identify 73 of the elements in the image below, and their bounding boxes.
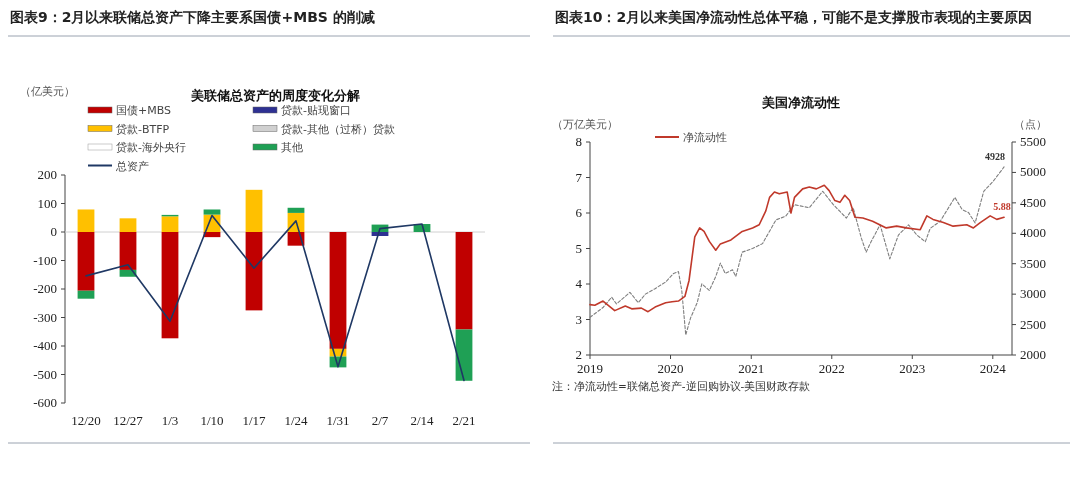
- y-axis-title: （万亿美元）: [552, 118, 618, 131]
- chart-title: 图表10：2月以来美国净流动性总体平稳，可能不是支撑股市表现的主要原因: [555, 9, 1033, 25]
- y-tick-label: -600: [33, 395, 57, 410]
- text: 注：净流动性=联储总资产-逆回购协议-美国财政存款: [552, 380, 811, 392]
- bar: [455, 232, 473, 330]
- x-tick-label: 2020: [657, 361, 684, 376]
- x-tick-label: 1/17: [242, 413, 267, 428]
- x-tick-label: 2024: [979, 361, 1007, 376]
- legend-label: 总资产: [115, 159, 149, 173]
- bar: [203, 209, 221, 215]
- y-tick-label: -500: [33, 366, 57, 382]
- x-tick-label: 2022: [818, 361, 845, 376]
- x-tick-label: 1/24: [284, 413, 309, 428]
- chart-title: 图表9：2月以来联储总资产下降主要系国债+MBS 的削减: [10, 9, 375, 25]
- y-tick-label: 200: [37, 167, 57, 182]
- y-tick-label: 6: [575, 205, 583, 220]
- x-tick-label: 2023: [899, 361, 926, 376]
- x-tick-label: 12/27: [113, 413, 144, 428]
- data-label: 5.88: [993, 201, 1011, 213]
- y-tick-label: 3: [575, 311, 582, 327]
- x-tick-label: 2019: [577, 361, 603, 376]
- bar: [161, 216, 179, 232]
- bar: [119, 232, 137, 270]
- x-tick-label: 2021: [738, 361, 765, 376]
- y-tick-label: 7: [575, 169, 583, 185]
- y2-tick-label: 2500: [1020, 316, 1046, 332]
- y-tick-label: -400: [33, 338, 57, 353]
- x-tick-label: 2/21: [452, 413, 476, 428]
- y2-axis-title: （点）: [1013, 118, 1047, 131]
- y2-tick-label: 5500: [1020, 134, 1046, 149]
- bar: [455, 329, 473, 381]
- bar: [245, 189, 263, 232]
- y-tick-label: 2: [575, 347, 582, 362]
- bar: [77, 290, 95, 299]
- legend-label: 其他: [281, 141, 303, 154]
- y2-tick-label: 4000: [1020, 225, 1046, 241]
- y-axis-title: （亿美元）: [20, 85, 75, 98]
- y-tick-label: 4: [575, 276, 583, 291]
- x-tick-label: 1/31: [326, 413, 350, 428]
- bar: [77, 232, 95, 291]
- legend-label: 国债+MBS: [116, 104, 172, 117]
- y2-tick-label: 5000: [1020, 164, 1046, 180]
- x-tick-label: 1/10: [200, 413, 224, 428]
- y2-tick-label: 4500: [1020, 194, 1046, 210]
- bar: [119, 218, 137, 232]
- y2-tick-label: 3000: [1020, 286, 1046, 302]
- chart-subtitle: 美联储总资产的周度变化分解: [189, 88, 360, 103]
- y2-tick-label: 2000: [1020, 347, 1046, 362]
- chart-subtitle: 美国净流动性: [761, 95, 840, 110]
- y-tick-label: 100: [37, 195, 57, 211]
- y-tick-label: 8: [575, 134, 582, 149]
- bar: [77, 209, 95, 232]
- x-tick-label: 2/7: [371, 413, 389, 428]
- legend-label: 贷款-贴现窗口: [281, 104, 351, 117]
- bar: [287, 207, 305, 213]
- bar: [245, 232, 263, 311]
- bar: [161, 232, 179, 339]
- y-tick-label: -200: [33, 281, 57, 296]
- legend-label: 净流动性: [683, 131, 727, 144]
- line-series: [85, 214, 465, 382]
- x-tick-label: 1/3: [161, 413, 179, 428]
- bar: [329, 232, 347, 349]
- legend-label: 贷款-其他（过桥）贷款: [281, 122, 395, 136]
- y-tick-label: -100: [33, 252, 57, 268]
- y-tick-label: -300: [33, 309, 57, 325]
- x-tick-label: 12/20: [71, 413, 101, 428]
- y-tick-label: 5: [575, 240, 582, 256]
- legend-label: 贷款-BTFP: [116, 122, 170, 136]
- y-tick-label: 0: [50, 224, 57, 239]
- y2-tick-label: 3500: [1020, 255, 1046, 271]
- legend-label: 贷款-海外央行: [116, 141, 186, 154]
- annotation: 4928: [985, 151, 1005, 162]
- x-tick-label: 2/14: [410, 413, 435, 428]
